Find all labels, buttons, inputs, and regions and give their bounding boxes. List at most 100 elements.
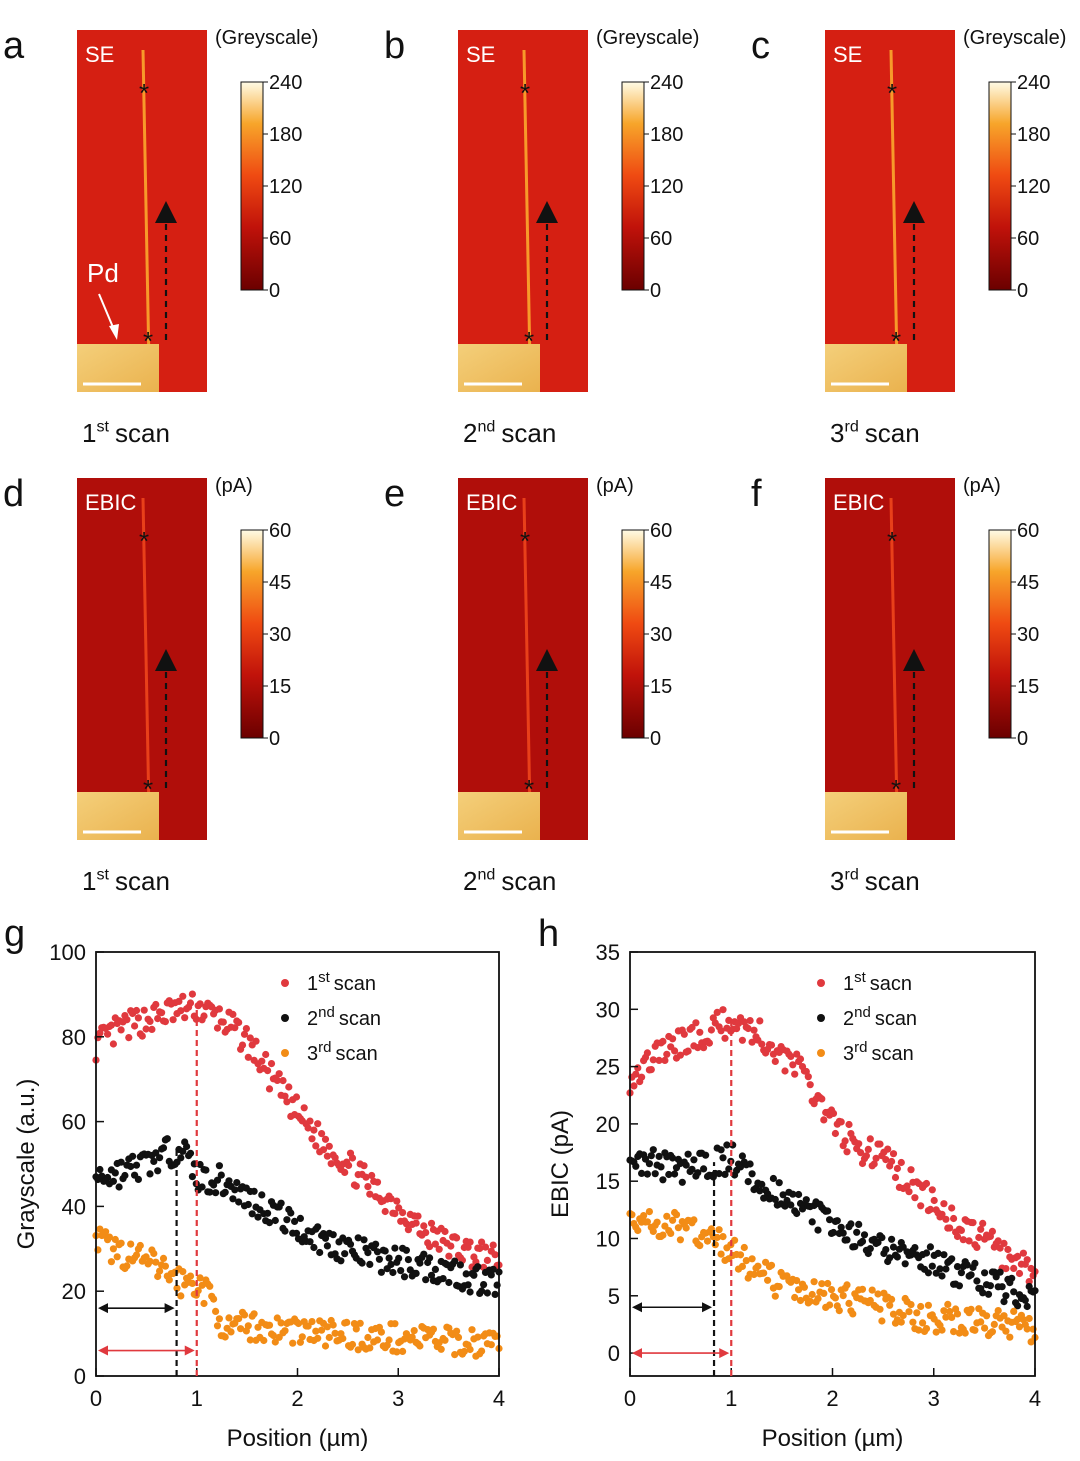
scan-caption-word: scan bbox=[865, 866, 920, 896]
data-point bbox=[659, 1231, 667, 1239]
data-point bbox=[771, 1292, 779, 1300]
data-point bbox=[404, 1226, 412, 1234]
star-top-icon: * bbox=[520, 78, 530, 108]
data-point bbox=[655, 1056, 663, 1064]
data-point bbox=[246, 1034, 254, 1042]
data-point bbox=[690, 1216, 698, 1224]
data-point bbox=[756, 1187, 764, 1195]
data-point bbox=[181, 1014, 189, 1022]
data-point bbox=[298, 1333, 306, 1341]
data-point bbox=[653, 1218, 661, 1226]
data-point bbox=[265, 1321, 274, 1329]
scan-caption: 1st scan bbox=[82, 418, 170, 448]
data-point bbox=[858, 1285, 867, 1293]
colorbar-tick-label: 15 bbox=[269, 676, 291, 698]
data-point bbox=[795, 1286, 803, 1294]
data-point bbox=[738, 1036, 747, 1044]
data-point bbox=[942, 1265, 950, 1273]
data-point bbox=[977, 1225, 985, 1233]
y-tick-label: 5 bbox=[608, 1284, 620, 1309]
data-point bbox=[870, 1160, 878, 1168]
data-point bbox=[938, 1210, 946, 1218]
data-point bbox=[476, 1244, 484, 1253]
data-point bbox=[117, 1239, 125, 1247]
scan-caption-sup: st bbox=[96, 866, 109, 884]
data-point bbox=[841, 1137, 849, 1145]
data-point bbox=[264, 1209, 272, 1217]
data-point bbox=[198, 1183, 206, 1191]
data-point bbox=[632, 1070, 640, 1078]
data-point bbox=[717, 1027, 725, 1035]
legend-word: scan bbox=[871, 1043, 913, 1065]
map-image bbox=[77, 30, 207, 392]
data-point bbox=[308, 1135, 316, 1143]
data-point bbox=[950, 1214, 958, 1223]
data-point bbox=[188, 990, 196, 998]
data-point bbox=[296, 1214, 304, 1222]
data-point bbox=[200, 1299, 208, 1308]
y-axis-label: EBIC (pA) bbox=[547, 1110, 574, 1218]
data-point bbox=[159, 1144, 168, 1152]
legend-marker bbox=[281, 1014, 289, 1022]
data-point bbox=[953, 1263, 962, 1271]
data-point bbox=[399, 1209, 407, 1217]
data-point bbox=[134, 1175, 142, 1183]
data-point bbox=[196, 1000, 204, 1008]
data-point bbox=[217, 1171, 225, 1179]
colorbar-unit: (pA) bbox=[963, 475, 1001, 497]
data-point bbox=[273, 1076, 281, 1084]
data-point bbox=[104, 1030, 112, 1038]
data-point bbox=[659, 1176, 667, 1184]
series-1 bbox=[626, 1006, 1039, 1286]
data-point bbox=[346, 1240, 355, 1248]
x-tick-label: 3 bbox=[928, 1386, 940, 1411]
data-point bbox=[146, 1257, 154, 1265]
data-point bbox=[131, 1022, 139, 1030]
data-point bbox=[781, 1067, 789, 1075]
data-point bbox=[125, 1034, 133, 1042]
data-point bbox=[907, 1166, 915, 1174]
data-point bbox=[979, 1219, 987, 1227]
data-point bbox=[833, 1217, 841, 1225]
data-point bbox=[1019, 1249, 1027, 1257]
colorbar-tick-label: 0 bbox=[1017, 728, 1028, 750]
colorbar-tick-label: 180 bbox=[650, 124, 683, 146]
data-point bbox=[721, 1170, 729, 1178]
range-arrow-left-icon bbox=[632, 1348, 642, 1359]
data-point bbox=[273, 1314, 281, 1322]
data-point bbox=[990, 1320, 998, 1328]
data-point bbox=[391, 1244, 399, 1252]
data-point bbox=[764, 1276, 772, 1284]
data-point bbox=[676, 1051, 685, 1059]
scan-caption-num: 1 bbox=[82, 866, 96, 896]
data-point bbox=[940, 1251, 948, 1259]
data-point bbox=[901, 1260, 909, 1268]
data-point bbox=[287, 1209, 295, 1217]
data-point bbox=[971, 1259, 979, 1267]
data-point bbox=[969, 1219, 977, 1227]
data-point bbox=[227, 1328, 235, 1336]
data-point bbox=[957, 1226, 966, 1234]
data-point bbox=[643, 1049, 652, 1057]
colorbar-tick-label: 60 bbox=[650, 228, 672, 250]
data-point bbox=[435, 1245, 443, 1253]
scan-caption-word: scan bbox=[501, 866, 556, 896]
y-tick-label: 100 bbox=[49, 940, 86, 965]
data-point bbox=[339, 1334, 347, 1343]
panel-letter-h: h bbox=[538, 913, 559, 955]
data-point bbox=[930, 1196, 938, 1205]
data-point bbox=[198, 1281, 206, 1289]
data-point bbox=[736, 1251, 745, 1259]
data-point bbox=[723, 1141, 731, 1149]
data-point bbox=[233, 1179, 241, 1187]
data-point bbox=[744, 1024, 752, 1033]
star-top-icon: * bbox=[887, 526, 897, 556]
data-point bbox=[121, 1171, 129, 1180]
data-point bbox=[316, 1248, 324, 1257]
y-tick-label: 15 bbox=[596, 1169, 620, 1194]
data-point bbox=[312, 1327, 320, 1335]
data-point bbox=[905, 1188, 913, 1196]
data-point bbox=[323, 1323, 331, 1331]
data-point bbox=[857, 1149, 865, 1157]
data-point bbox=[146, 1170, 154, 1178]
